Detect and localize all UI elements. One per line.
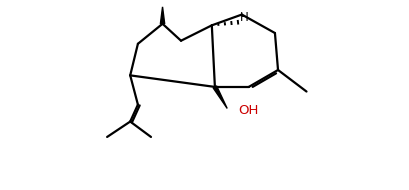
- Polygon shape: [160, 7, 165, 24]
- Polygon shape: [213, 86, 227, 108]
- Text: H: H: [240, 11, 249, 24]
- Text: OH: OH: [238, 104, 258, 116]
